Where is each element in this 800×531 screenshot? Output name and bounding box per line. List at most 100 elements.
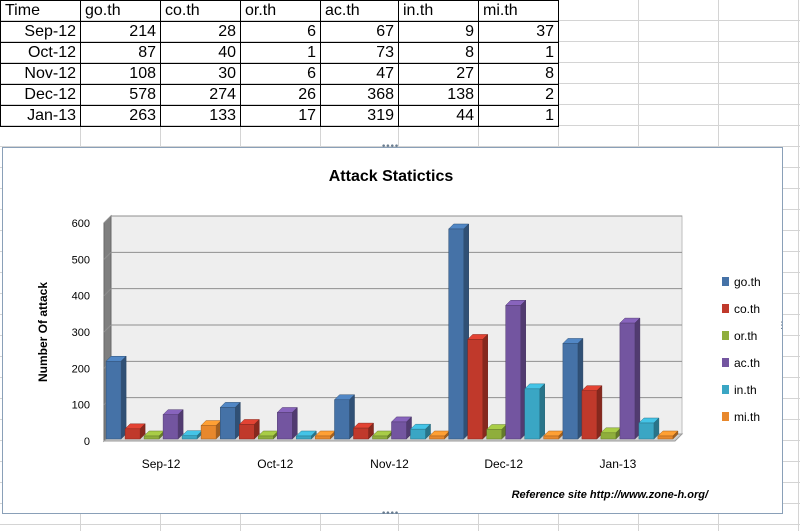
gridline-side — [103, 288, 112, 297]
bar-ac-th — [162, 409, 184, 440]
bar-go-th — [219, 401, 241, 440]
y-tick-label: 0 — [84, 436, 90, 448]
bar-co-th — [238, 418, 260, 440]
value-cell[interactable]: 8 — [478, 63, 559, 85]
bar-in-th — [181, 430, 203, 440]
bar-ac-th — [276, 406, 298, 440]
value-cell[interactable]: 274 — [160, 84, 241, 106]
header-cell[interactable]: go.th — [80, 0, 161, 22]
x-tick-label: Dec-12 — [484, 457, 523, 471]
header-cell[interactable]: mi.th — [478, 0, 559, 22]
table-row: Jan-13 263 133 17 319 44 1 — [0, 105, 559, 127]
value-cell[interactable]: 1 — [240, 42, 321, 64]
bar-co-th — [581, 385, 603, 440]
bar-mi-th — [543, 430, 565, 440]
bar-in-th — [524, 383, 546, 440]
value-cell[interactable]: 214 — [80, 21, 161, 43]
bar-in-th — [295, 430, 317, 440]
y-tick-label: 300 — [72, 327, 90, 339]
time-cell[interactable]: Dec-12 — [0, 84, 81, 106]
table-row: Dec-12 578 274 26 368 138 2 — [0, 84, 559, 106]
value-cell[interactable]: 108 — [80, 63, 161, 85]
legend-label: mi.th — [734, 410, 760, 424]
legend-label: or.th — [734, 329, 757, 343]
value-cell[interactable]: 133 — [160, 105, 241, 127]
bar-mi-th — [657, 430, 679, 440]
y-tick-label: 200 — [72, 363, 90, 375]
value-cell[interactable]: 263 — [80, 105, 161, 127]
header-cell[interactable]: co.th — [160, 0, 241, 22]
attack-chart: Attack Statictics 0 100 200 300 400 500 600 Numb… — [36, 168, 761, 501]
value-cell[interactable]: 17 — [240, 105, 321, 127]
legend-label: ac.th — [734, 356, 760, 370]
legend-swatch — [722, 358, 729, 367]
gridline-side — [103, 324, 112, 333]
value-cell[interactable]: 9 — [398, 21, 479, 43]
bar-mi-th — [200, 419, 222, 440]
bar-or-th — [600, 427, 622, 440]
table-row: Nov-12 108 30 6 47 27 8 — [0, 63, 559, 85]
bar-ac-th — [505, 299, 527, 440]
bar-in-th — [638, 417, 660, 440]
legend-label: in.th — [734, 383, 757, 397]
value-cell[interactable]: 1 — [478, 105, 559, 127]
bar-ac-th — [390, 416, 413, 440]
bar-ac-th — [619, 317, 641, 440]
value-cell[interactable]: 30 — [160, 63, 241, 85]
legend-swatch — [722, 277, 729, 286]
header-row: Time go.th co.th or.th ac.th in.th mi.th — [0, 0, 559, 22]
value-cell[interactable]: 319 — [320, 105, 399, 127]
time-cell[interactable]: Sep-12 — [0, 21, 81, 43]
bar-or-th — [257, 430, 279, 440]
y-axis-label: Number Of attack — [36, 282, 50, 382]
value-cell[interactable]: 8 — [398, 42, 479, 64]
value-cell[interactable]: 37 — [478, 21, 559, 43]
value-cell[interactable]: 73 — [320, 42, 399, 64]
header-cell[interactable]: ac.th — [320, 0, 399, 22]
value-cell[interactable]: 47 — [320, 63, 399, 85]
legend-label: go.th — [734, 275, 761, 289]
time-cell[interactable]: Oct-12 — [0, 42, 81, 64]
value-cell[interactable]: 28 — [160, 21, 241, 43]
time-cell[interactable]: Jan-13 — [0, 105, 81, 127]
x-tick-label: Nov-12 — [370, 457, 409, 471]
value-cell[interactable]: 138 — [398, 84, 479, 106]
y-tick-label: 600 — [72, 218, 90, 230]
value-cell[interactable]: 6 — [240, 63, 321, 85]
bottom-resize-handle[interactable]: •••• — [381, 509, 399, 519]
right-resize-handle[interactable]: ⋮ — [777, 321, 786, 331]
value-cell[interactable]: 578 — [80, 84, 161, 106]
value-cell[interactable]: 67 — [320, 21, 399, 43]
legend-swatch — [722, 304, 729, 313]
bar-go-th — [562, 337, 584, 440]
x-tick-label: Jan-13 — [600, 457, 637, 471]
top-resize-handle[interactable]: •••• — [381, 142, 399, 152]
value-cell[interactable]: 27 — [398, 63, 479, 85]
table-row: Sep-12 214 28 6 67 9 37 — [0, 21, 559, 43]
header-cell[interactable]: Time — [0, 0, 81, 22]
value-cell[interactable]: 2 — [478, 84, 559, 106]
bar-go-th — [448, 223, 470, 440]
value-cell[interactable]: 26 — [240, 84, 321, 106]
gridline-side — [103, 251, 112, 260]
gridline-side — [103, 215, 112, 224]
value-cell[interactable]: 6 — [240, 21, 321, 43]
chart-object[interactable]: •••• •••• ⋮ Attack Statictics 0 100 200 300 4… — [2, 142, 786, 519]
bar-co-th — [467, 333, 489, 440]
time-cell[interactable]: Nov-12 — [0, 63, 81, 85]
data-table: Time go.th co.th or.th ac.th in.th mi.th Sep-12… — [0, 0, 559, 127]
bar-co-th — [352, 422, 375, 440]
bar-mi-th — [314, 430, 336, 440]
value-cell[interactable]: 40 — [160, 42, 241, 64]
value-cell[interactable]: 368 — [320, 84, 399, 106]
value-cell[interactable]: 1 — [478, 42, 559, 64]
chart-title: Attack Statictics — [329, 168, 454, 185]
value-cell[interactable]: 44 — [398, 105, 479, 127]
x-tick-label: Sep-12 — [142, 457, 181, 471]
legend-swatch — [722, 331, 729, 340]
header-cell[interactable]: or.th — [240, 0, 321, 22]
value-cell[interactable]: 87 — [80, 42, 161, 64]
table-row: Oct-12 87 40 1 73 8 1 — [0, 42, 559, 64]
y-tick-label: 100 — [72, 400, 90, 412]
header-cell[interactable]: in.th — [398, 0, 479, 22]
